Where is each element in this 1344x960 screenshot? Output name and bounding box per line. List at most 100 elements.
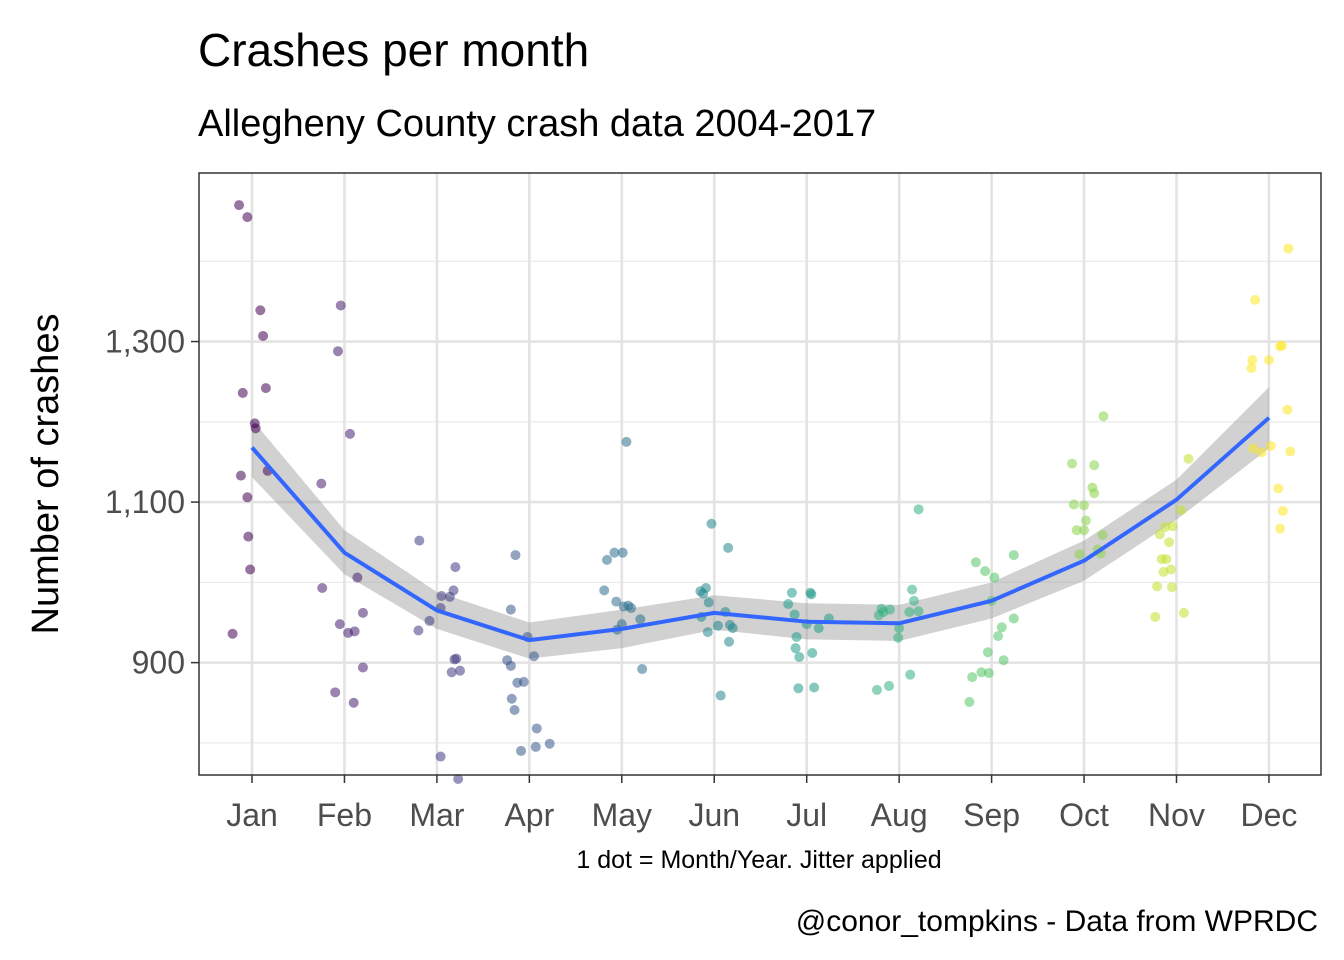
data-point — [1154, 529, 1165, 540]
data-point — [871, 684, 882, 695]
grid-minor — [199, 260, 1321, 744]
data-point — [1089, 488, 1100, 499]
data-point — [243, 531, 254, 542]
trend-line — [250, 416, 1271, 643]
data-point — [715, 690, 726, 701]
data-point — [1246, 363, 1257, 374]
data-point — [451, 653, 462, 664]
data-point — [316, 478, 327, 489]
data-point — [609, 547, 620, 558]
x-axis-title: 1 dot = Month/Year. Jitter applied — [576, 846, 941, 874]
data-point — [599, 585, 610, 596]
data-point — [1248, 443, 1259, 454]
chart-caption: @conor_tompkins - Data from WPRDC — [796, 905, 1318, 938]
data-point — [1167, 521, 1178, 532]
data-point — [1097, 530, 1108, 541]
data-point — [905, 669, 916, 680]
chart-title: Crashes per month — [198, 24, 589, 76]
data-point — [967, 672, 978, 683]
x-tick-label: May — [592, 797, 652, 833]
data-point — [1250, 294, 1261, 305]
data-point — [348, 697, 359, 708]
data-point — [509, 704, 520, 715]
data-point — [1008, 550, 1019, 561]
x-tick-label: Mar — [409, 797, 464, 833]
data-point — [786, 587, 797, 598]
y-tick-label: 900 — [132, 645, 185, 681]
data-point — [332, 346, 343, 357]
data-point — [334, 619, 345, 630]
y-tick-label: 1,300 — [105, 324, 185, 360]
data-point — [1183, 453, 1194, 464]
data-point — [357, 662, 368, 673]
x-tick-label: Oct — [1059, 797, 1109, 833]
data-point — [234, 200, 245, 211]
data-point — [602, 554, 613, 565]
plot-panel-border — [198, 172, 1322, 776]
data-point — [544, 738, 555, 749]
data-point — [531, 723, 542, 734]
data-point — [349, 626, 360, 637]
x-tick-label: Apr — [504, 797, 554, 833]
data-point — [453, 774, 464, 785]
data-point — [1079, 525, 1090, 536]
grid-major — [199, 173, 1321, 775]
data-point — [1263, 355, 1274, 366]
data-point — [1152, 581, 1163, 592]
data-point — [446, 667, 457, 678]
x-tick-label: Jun — [688, 797, 740, 833]
data-point — [237, 387, 248, 398]
x-tick-label: Sep — [963, 797, 1020, 833]
data-point — [727, 623, 738, 634]
data-point — [893, 632, 904, 643]
data-point — [1067, 458, 1078, 469]
data-point — [227, 628, 238, 639]
data-point — [635, 614, 646, 625]
data-point — [242, 212, 253, 223]
data-point — [510, 550, 521, 561]
data-point — [1071, 525, 1082, 536]
data-point — [913, 606, 924, 617]
x-axis: Jan Feb Mar Apr May Jun Jul Aug Sep Oct Nov Dec — [226, 775, 1297, 833]
data-point — [242, 492, 253, 503]
data-point — [1165, 564, 1176, 575]
data-point — [791, 631, 802, 642]
data-point — [894, 623, 905, 634]
data-point — [626, 603, 637, 614]
data-point — [1282, 404, 1293, 415]
data-point — [245, 564, 256, 575]
data-point — [235, 470, 246, 481]
data-point — [1276, 340, 1287, 351]
data-point — [617, 547, 628, 558]
data-point — [790, 643, 801, 654]
data-point — [789, 609, 800, 620]
data-point — [505, 660, 516, 671]
x-tick-label: Jan — [226, 797, 278, 833]
x-tick-label: Jul — [786, 797, 827, 833]
data-point — [794, 652, 805, 663]
data-point — [907, 584, 918, 595]
data-point — [250, 423, 261, 434]
data-point — [993, 631, 1004, 642]
data-point — [980, 566, 991, 577]
data-point — [976, 667, 987, 678]
data-point — [335, 300, 346, 311]
data-point — [706, 518, 717, 529]
y-tick-label: 1,100 — [105, 484, 185, 520]
x-tick-label: Feb — [317, 797, 372, 833]
data-point — [455, 665, 466, 676]
data-point — [970, 557, 981, 568]
data-point — [982, 647, 993, 658]
x-tick-label: Nov — [1148, 797, 1205, 833]
data-point — [621, 436, 632, 447]
data-point — [1273, 483, 1284, 494]
data-point — [505, 604, 516, 615]
data-point — [996, 622, 1007, 633]
data-point — [1256, 447, 1267, 458]
data-point — [989, 572, 1000, 583]
data-point — [352, 572, 363, 583]
data-point — [712, 620, 723, 631]
data-point — [813, 623, 824, 634]
data-point — [783, 599, 794, 610]
